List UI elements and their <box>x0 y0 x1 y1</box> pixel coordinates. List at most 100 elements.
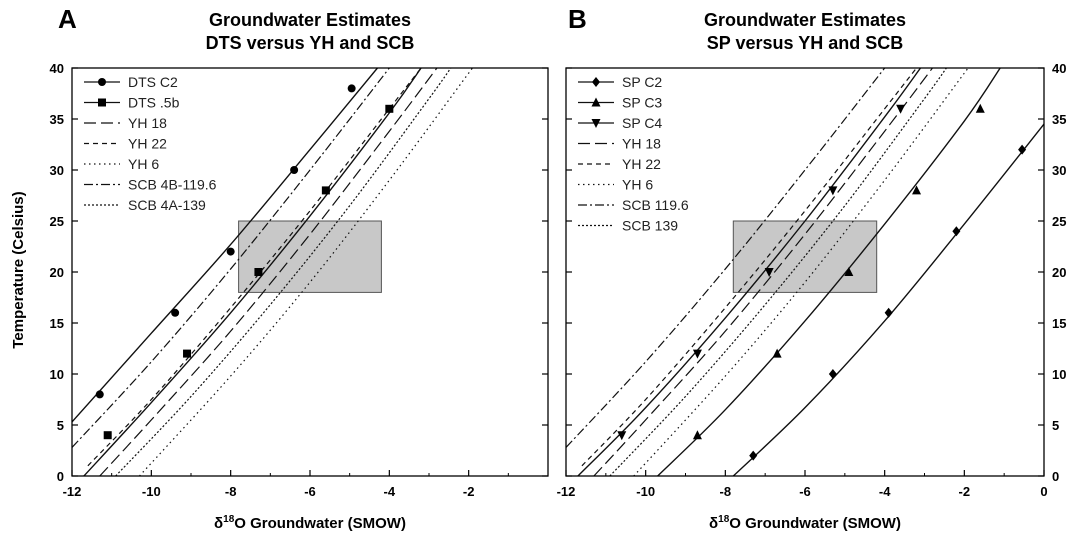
panel-b-legend-marker-1 <box>591 97 601 107</box>
panel-a-legend-label-6: SCB 4A-139 <box>128 197 206 213</box>
panel-a-point-s0-3 <box>290 166 299 174</box>
panel-a-point-s1-4 <box>385 104 394 113</box>
panel-b-x-tick-label-0: -12 <box>557 484 576 499</box>
panel-b-point-s0-4 <box>1018 144 1027 155</box>
panel-b-title-line2: SP versus YH and SCB <box>707 33 903 53</box>
panel-a-title-line2: DTS versus YH and SCB <box>206 33 415 53</box>
panel-b-x-tick-label-5: -2 <box>959 484 971 499</box>
panel-a-y-tick-label-6: 30 <box>50 163 64 178</box>
panel-b-point-s2-2 <box>764 268 774 277</box>
panel-a-letter: A <box>58 4 77 34</box>
panel-b-point-s1-2 <box>844 267 854 276</box>
panel-b-y-tick-label-2: 10 <box>1052 367 1066 382</box>
panel-b-legend-marker-2 <box>591 119 601 128</box>
panel-a-y-tick-label-1: 5 <box>57 418 64 433</box>
panel-b-series-line-4 <box>581 68 918 467</box>
panel-a-title-line1: Groundwater Estimates <box>209 10 411 30</box>
panel-b-legend-label-2: SP C4 <box>622 115 662 131</box>
panel-a-xlabel-delta: δ <box>214 515 223 532</box>
panel-b-legend-label-7: SCB 139 <box>622 218 678 234</box>
panel-a-point-s0-4 <box>347 84 356 93</box>
panel-b-point-s0-0 <box>749 450 758 461</box>
panel-a-xlabel: δ18O Groundwater (SMOW) <box>214 514 406 532</box>
panel-a-x-tick-label-0: -12 <box>63 484 82 499</box>
panel-b-x-tick-label-4: -4 <box>879 484 891 499</box>
panel-a-point-s1-0 <box>103 431 112 440</box>
panel-a-point-s0-1 <box>171 308 180 317</box>
panel-a-plot: -12 -10 -8 -6 -4 -2 0 5 10 15 20 25 30 35 40 DTS C2 DTS … <box>50 61 549 499</box>
panel-b-y-tick-label-8: 40 <box>1052 61 1066 76</box>
panel-a-legend-marker-0 <box>98 78 106 86</box>
panel-a-x-tick-label-2: -8 <box>225 484 237 499</box>
panel-b-series-lines <box>566 68 1044 476</box>
panel-b-series-line-6 <box>566 68 886 448</box>
panel-a-y-tick-label-4: 20 <box>50 265 64 280</box>
panel-a-point-s0-2 <box>226 247 235 256</box>
panel-a-legend-label-2: YH 18 <box>128 115 167 131</box>
panel-a-legend-label-1: DTS .5b <box>128 95 180 111</box>
panel-a-xlabel-rest: O Groundwater (SMOW) <box>234 515 406 532</box>
panel-a-y-tick-label-0: 0 <box>57 469 64 484</box>
panel-b-xlabel: δ18O Groundwater (SMOW) <box>709 514 901 532</box>
panel-b-legend-label-0: SP C2 <box>622 74 662 90</box>
panel-b-legend-label-6: SCB 119.6 <box>622 197 689 213</box>
panel-b-point-s2-0 <box>617 431 627 441</box>
panel-a-y-tick-label-2: 10 <box>50 367 64 382</box>
panel-b-y-tick-label-7: 35 <box>1052 112 1066 127</box>
panel-a-y-tick-label-5: 25 <box>50 214 64 229</box>
panel-a-point-s0-0 <box>95 390 104 399</box>
panel-b-title-line1: Groundwater Estimates <box>704 10 906 30</box>
panel-a-series-lines <box>72 68 474 476</box>
panel-a-y-tick-label-3: 15 <box>50 316 64 331</box>
panel-a-y-tick-label-7: 35 <box>50 112 64 127</box>
panel-b-x-tick-label-2: -8 <box>720 484 732 499</box>
panel-a-x-tick-label-1: -10 <box>142 484 161 499</box>
panel-a-series-line-6 <box>115 68 452 476</box>
panel-b-point-s1-4 <box>975 103 985 113</box>
panel-b-legend-marker-0 <box>592 77 600 87</box>
panel-b-y-tick-label-3: 15 <box>1052 316 1066 331</box>
panel-a-point-s1-3 <box>321 186 330 195</box>
panel-b-point-s1-0 <box>692 430 702 440</box>
panel-b-legend-label-5: YH 6 <box>622 177 653 193</box>
panel-b-point-s0-2 <box>884 307 893 318</box>
panel-a-series-line-1 <box>83 68 422 476</box>
panel-a-point-s1-1 <box>183 349 192 358</box>
panel-b-xlabel-sup: 18 <box>718 514 730 525</box>
panel-a-series-line-5 <box>72 68 390 448</box>
panel-a-series-line-4 <box>138 68 474 476</box>
panel-b-series-line-7 <box>609 68 947 476</box>
panel-b-point-s0-1 <box>828 369 837 379</box>
panel-a-legend-label-5: SCB 4B-119.6 <box>128 177 217 193</box>
panel-b-letter: B <box>568 4 587 34</box>
panel-a-series-line-3 <box>87 68 422 467</box>
panel-b-x-tick-label-6: 0 <box>1040 484 1047 499</box>
panel-a-y-tick-label-8: 40 <box>50 61 64 76</box>
panel-a-legend-label-4: YH 6 <box>128 156 159 172</box>
panel-b-x-tick-label-3: -6 <box>799 484 811 499</box>
panel-b-point-s1-3 <box>912 185 922 195</box>
panel-b-y-tick-label-5: 25 <box>1052 214 1066 229</box>
panel-a-x-tick-label-5: -2 <box>463 484 475 499</box>
panel-b-y-tick-label-0: 0 <box>1052 469 1059 484</box>
panel-b-point-s1-1 <box>772 348 782 358</box>
panel-b-point-s0-3 <box>952 226 961 237</box>
y-axis-label: Temperature (Celsius) <box>10 191 27 348</box>
panel-a-legend-label-3: YH 22 <box>128 136 167 152</box>
panel-a-series-line-0 <box>72 68 378 423</box>
panel-b-legend-label-3: YH 18 <box>622 136 661 152</box>
panel-b-series-line-5 <box>633 68 970 476</box>
panel-b-y-tick-label-1: 5 <box>1052 418 1059 433</box>
panel-a-point-s1-2 <box>254 268 263 276</box>
panel-b-x-tick-label-1: -10 <box>636 484 655 499</box>
panel-b-series-line-1 <box>657 68 1001 476</box>
panel-b-legend-label-4: YH 22 <box>622 156 661 172</box>
panel-b-xlabel-rest: O Groundwater (SMOW) <box>729 515 901 532</box>
panel-a-xlabel-sup: 18 <box>223 514 235 525</box>
panel-b-y-tick-label-6: 30 <box>1052 163 1066 178</box>
panel-b-point-s2-4 <box>896 104 906 114</box>
panel-b-series-line-2 <box>577 68 922 476</box>
panel-b-point-s2-1 <box>692 349 702 359</box>
panel-a-series-line-2 <box>99 68 438 476</box>
